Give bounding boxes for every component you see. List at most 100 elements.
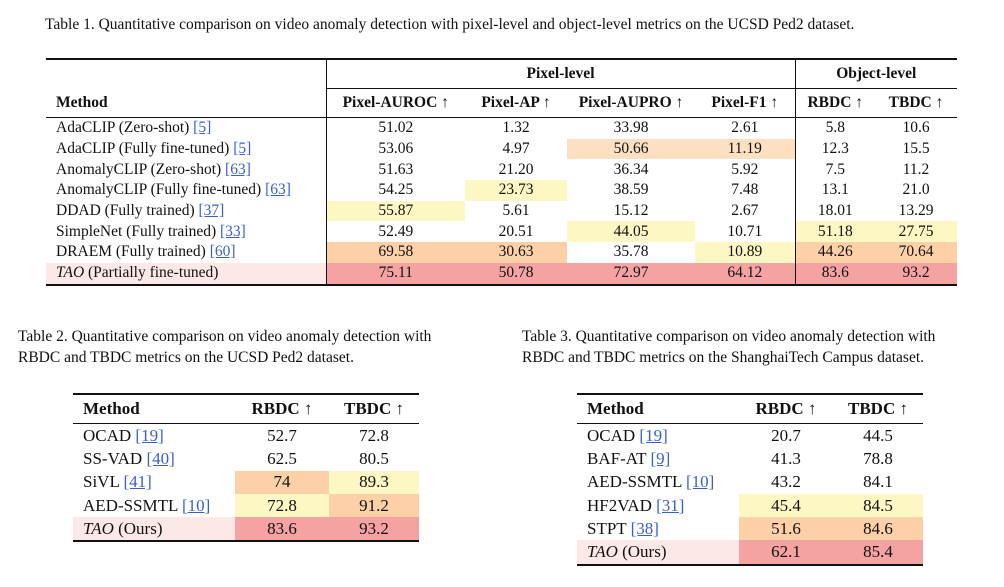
table1-value-cell: 11.19 — [695, 138, 795, 160]
table2-caption: Table 2. Quantitative comparison on vide… — [18, 326, 431, 368]
table2-value-cell: 93.2 — [329, 517, 419, 542]
table2-value-cell: 83.6 — [235, 517, 329, 542]
table1-value-cell: 83.6 — [794, 262, 875, 285]
table1-method-cell: AdaCLIP (Zero-shot) [5] — [46, 118, 326, 139]
table1-header-rbdc: RBDC ↑ — [794, 88, 875, 118]
table1-value-cell: 5.61 — [502, 202, 530, 220]
table1-value-cell: 75.11 — [325, 262, 465, 285]
method-name: (Partially fine-tuned) — [84, 264, 219, 282]
method-name: (Ours) — [113, 518, 163, 538]
table1-value-cell: 10.71 — [727, 222, 763, 240]
table1-value-cell: 53.06 — [325, 138, 465, 160]
table2-row: AED-SSMTL [10] 72.8 91.2 — [73, 493, 419, 518]
table1-value-cell: 13.1 — [794, 180, 875, 201]
citation-link[interactable]: [60] — [209, 243, 236, 261]
table1-value-cell: 51.18 — [794, 221, 875, 243]
table3-caption-text1: Quantitative comparison on video anomaly… — [575, 328, 936, 345]
table2-value-cell: 74 — [235, 470, 329, 494]
table2-caption-line1: Table 2. Quantitative comparison on vide… — [18, 326, 431, 347]
table2-row: SS-VAD [40] 62.5 80.5 — [73, 447, 419, 470]
table1: Pixel-level Object-level Method Pixel-AU… — [46, 58, 957, 286]
table1-method-cell: DRAEM (Fully trained) [60] — [46, 242, 326, 263]
method-name: BAF-AT — [587, 448, 651, 468]
table1-value-cell: 93.2 — [875, 262, 957, 285]
table1-value-cell: 11.2 — [902, 160, 930, 178]
table2-row: OCAD [19] 52.7 72.8 — [73, 424, 419, 448]
table1-value-cell: 18.01 — [794, 200, 875, 222]
table1-body: AdaCLIP (Zero-shot) [5] 51.02 1.32 33.98 2.6… — [46, 117, 957, 285]
table1-header-tbdc: TBDC ↑ — [875, 88, 957, 118]
table2-value-cell: 89.3 — [329, 470, 419, 494]
table1-group-pixel: Pixel-level — [325, 59, 795, 89]
table2-value-cell: 72.8 — [359, 425, 389, 445]
table1-value-cell: 52.49 — [325, 221, 465, 243]
table1-row: TAO (Partially fine-tuned) 75.11 50.78 72.9… — [46, 262, 957, 285]
table3-value-cell: 44.5 — [863, 425, 893, 445]
citation-link[interactable]: [5] — [193, 119, 212, 137]
table3-method-cell: TAO (Ours) — [577, 540, 739, 565]
table1-value-cell: 70.64 — [875, 242, 957, 263]
table2-caption-label: Table 2. — [18, 328, 68, 345]
table3-header-rbdc: RBDC ↑ — [739, 394, 833, 424]
table3-value-cell: 20.7 — [771, 425, 801, 445]
citation-link[interactable]: [19] — [639, 425, 668, 445]
table1-value-cell: 51.02 — [325, 117, 465, 139]
table2-value-cell: 80.5 — [359, 448, 389, 468]
table3-caption: Table 3. Quantitative comparison on vide… — [522, 326, 935, 368]
citation-link[interactable]: [19] — [135, 425, 164, 445]
method-name: DRAEM (Fully trained) — [56, 243, 210, 261]
table2-header-method: Method — [73, 394, 235, 424]
method-name-italic: TAO — [83, 518, 114, 538]
table1-value-cell: 7.5 — [794, 159, 875, 181]
method-name: DDAD (Fully trained) — [56, 202, 199, 220]
table1-row: DDAD (Fully trained) [37] 55.87 5.61 15.12 2… — [46, 200, 957, 222]
table3-caption-line1: Table 3. Quantitative comparison on vide… — [522, 326, 935, 347]
table3-header-method: Method — [577, 394, 739, 424]
citation-link[interactable]: [31] — [656, 495, 685, 515]
citation-link[interactable]: [33] — [220, 222, 246, 240]
table3-method-cell: STPT [38] — [577, 517, 739, 540]
method-name: AnomalyCLIP (Fully fine-tuned) — [56, 181, 266, 199]
table1-value-cell: 13.29 — [898, 202, 934, 220]
method-name: SiVL — [83, 472, 124, 492]
table1-value-cell: 10.89 — [695, 242, 795, 263]
table1-value-cell: 5.8 — [794, 117, 875, 139]
table2-value-cell: 52.7 — [267, 425, 297, 445]
table1-value-cell: 7.48 — [731, 181, 759, 199]
citation-link[interactable]: [63] — [265, 181, 291, 199]
method-name-italic: TAO — [587, 542, 618, 562]
table1-caption-text: Quantitative comparison on video anomaly… — [98, 16, 855, 33]
table2-method-cell: SS-VAD [40] — [73, 447, 235, 470]
table1-header-pixel-ap: Pixel-AP ↑ — [465, 88, 567, 118]
table3-body: OCAD [19] 20.7 44.5 BAF-AT [9] 41.3 78.8 AED-S… — [577, 424, 923, 565]
table1-value-cell: 12.3 — [794, 138, 875, 160]
table3: Method RBDC ↑ TBDC ↑ OCAD [19] 20.7 44.5 BA… — [577, 393, 923, 566]
table1-value-cell: 50.78 — [465, 262, 567, 285]
citation-link[interactable]: [10] — [686, 472, 715, 492]
citation-link[interactable]: [9] — [650, 448, 671, 468]
table2-caption-line2: RBDC and TBDC metrics on the UCSD Ped2 d… — [18, 349, 354, 366]
method-name: AnomalyCLIP (Zero-shot) — [56, 160, 226, 178]
citation-link[interactable]: [40] — [146, 448, 175, 468]
method-name: AED-SSMTL — [83, 495, 183, 515]
citation-link[interactable]: [10] — [182, 495, 211, 515]
table2-value-cell: 91.2 — [329, 493, 419, 518]
table1-value-cell: 20.51 — [498, 222, 534, 240]
table1-value-cell: 21.20 — [498, 160, 534, 178]
table3-value-cell: 62.1 — [739, 540, 833, 565]
table1-value-cell: 50.66 — [567, 138, 695, 160]
citation-link[interactable]: [63] — [225, 160, 251, 178]
citation-link[interactable]: [5] — [233, 140, 252, 158]
table1-row: SimpleNet (Fully trained) [33] 52.49 20.51… — [46, 221, 957, 243]
table2-body: OCAD [19] 52.7 72.8 SS-VAD [40] 62.5 80.5 SiVL… — [73, 424, 419, 542]
table3-row: BAF-AT [9] 41.3 78.8 — [577, 447, 923, 470]
table3-row: TAO (Ours) 62.1 85.4 — [577, 540, 923, 565]
table1-method-cell: DDAD (Fully trained) [37] — [46, 201, 326, 222]
table1-group-object: Object-level — [794, 59, 957, 89]
table2-method-cell: SiVL [41] — [73, 471, 235, 494]
citation-link[interactable]: [37] — [198, 202, 225, 220]
citation-link[interactable]: [38] — [630, 518, 659, 538]
table1-value-cell: 64.12 — [695, 262, 795, 285]
citation-link[interactable]: [41] — [123, 472, 152, 492]
table3-value-cell: 78.8 — [863, 448, 893, 468]
